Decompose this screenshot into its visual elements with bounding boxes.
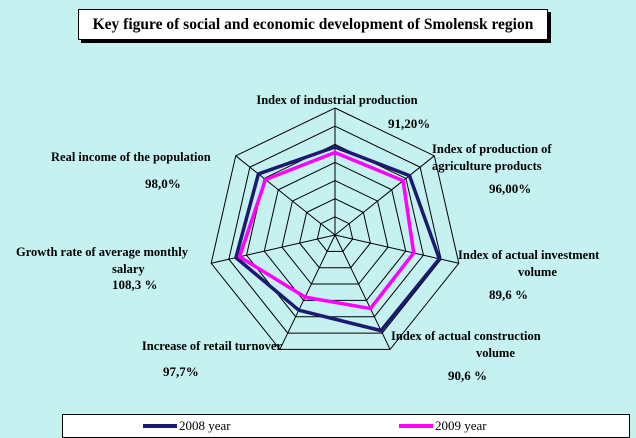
legend-swatch-2009 xyxy=(399,424,433,428)
series-2008-line xyxy=(234,145,442,333)
chart-title: Key figure of social and economic develo… xyxy=(78,9,548,40)
axis-spoke xyxy=(279,234,336,350)
grid-ring xyxy=(210,107,460,350)
legend: 2008 year 2009 year xyxy=(62,414,630,438)
value-label: 90,6 % xyxy=(448,368,487,383)
axis-label: Index of industrial production xyxy=(256,93,417,107)
axis-label: Growth rate of average monthly xyxy=(16,245,189,259)
axis-label: Index of actual investment xyxy=(458,248,600,262)
axis-label: Index of production of xyxy=(432,142,552,156)
grid-ring xyxy=(228,125,442,334)
axis-label: volume xyxy=(476,346,515,360)
grid-ring xyxy=(281,180,389,285)
axis-label: Real income of the population xyxy=(51,150,211,164)
legend-label-2008: 2008 year xyxy=(179,418,231,433)
value-label: 97,7% xyxy=(163,364,199,379)
axis-spoke xyxy=(235,155,336,236)
axis-label: Increase of retail turnover xyxy=(142,339,283,353)
axis-label: volume xyxy=(518,265,557,279)
value-label: 91,20% xyxy=(388,116,430,131)
grid-ring xyxy=(316,216,354,252)
legend-item-2008: 2008 year xyxy=(143,418,231,434)
value-label: 98,0% xyxy=(145,176,181,191)
value-label: 89,6 % xyxy=(489,287,528,302)
legend-item-2009: 2009 year xyxy=(399,418,487,434)
legend-label-2009: 2009 year xyxy=(435,418,487,433)
axis-label: agriculture products xyxy=(432,159,542,173)
series-2009-line xyxy=(237,150,416,311)
chart-title-text: Key figure of social and economic develo… xyxy=(92,15,534,33)
legend-swatch-2008 xyxy=(143,424,177,428)
axis-spoke xyxy=(334,155,435,236)
axis-label: salary xyxy=(112,262,145,276)
axis-spoke xyxy=(211,234,336,264)
value-label: 96,00% xyxy=(489,181,531,196)
radar-chart: Index of industrial production91,20%Inde… xyxy=(16,93,600,383)
grid-ring xyxy=(299,198,371,269)
value-label: 108,3 % xyxy=(112,277,158,292)
grid-ring xyxy=(263,161,407,301)
axis-label: Index of actual construction xyxy=(391,329,541,343)
